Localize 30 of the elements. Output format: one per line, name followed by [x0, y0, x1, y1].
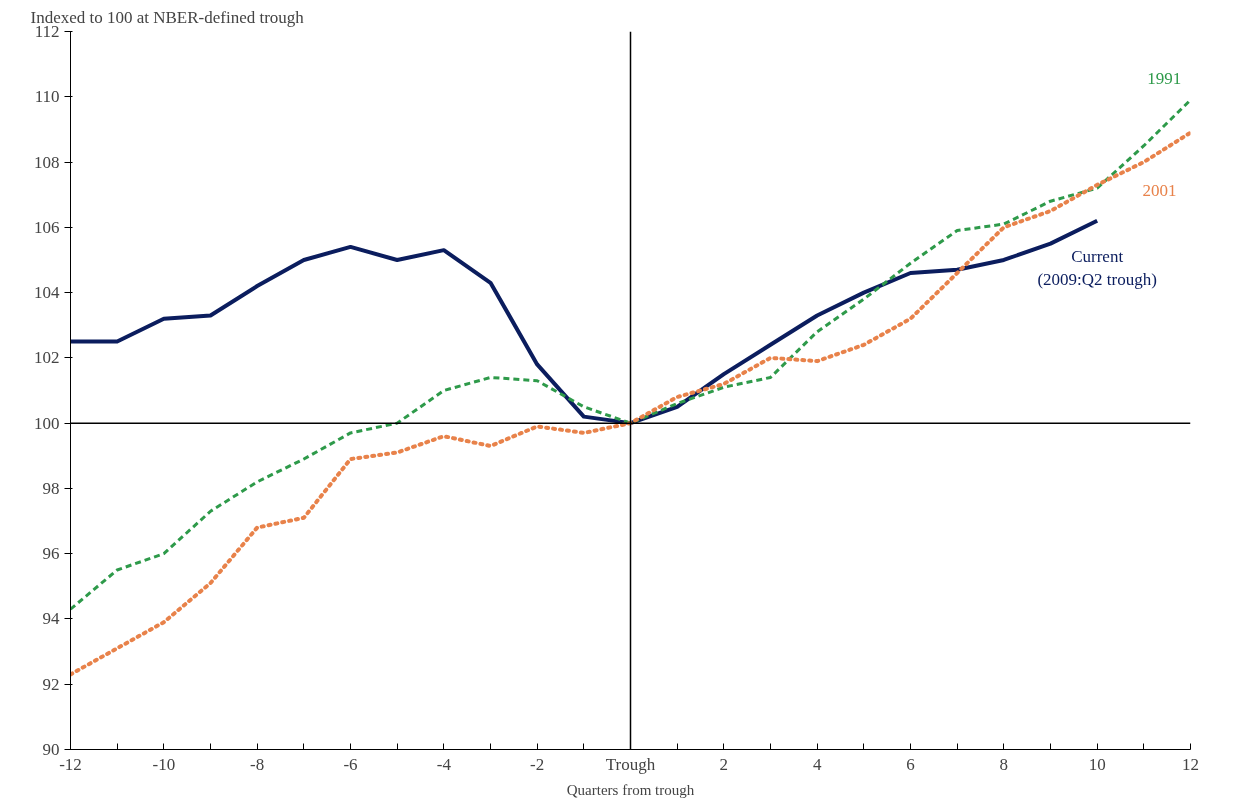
y-tick-label: 110 — [34, 87, 60, 107]
y-tick-label: 92 — [42, 674, 60, 694]
x-tick-label: 2 — [719, 754, 729, 774]
series-label: 2001 — [1142, 180, 1177, 200]
line-series — [70, 98, 1191, 611]
y-tick-label: 94 — [42, 609, 60, 629]
y-tick-label: 96 — [42, 544, 60, 564]
x-tick-label: Trough — [605, 754, 656, 774]
x-tick-label: 10 — [1088, 754, 1106, 774]
x-tick-label: -4 — [436, 754, 452, 774]
x-tick-label: -2 — [530, 754, 545, 774]
x-tick-label: 6 — [906, 754, 915, 774]
series-label: 1991 — [1147, 68, 1182, 88]
y-tick-label: 98 — [42, 478, 60, 498]
x-tick-label: -8 — [250, 754, 265, 774]
y-tick-label: 100 — [34, 413, 60, 433]
y-tick-label: 104 — [34, 283, 60, 303]
x-tick-label: -6 — [343, 754, 358, 774]
x-tick-label: 12 — [1182, 754, 1199, 774]
x-tick-label: 8 — [999, 754, 1009, 774]
y-tick-label: 102 — [34, 348, 60, 368]
series-label: Current (2009:Q2 trough) — [1037, 246, 1157, 289]
y-tick-label: 108 — [34, 152, 60, 172]
x-tick-label: -12 — [59, 754, 82, 774]
y-tick-label: 90 — [42, 740, 60, 759]
line-series — [70, 130, 1191, 677]
x-tick-label: -10 — [152, 754, 176, 774]
x-tick-label: 4 — [812, 754, 822, 774]
x-axis-title: Quarters from trough — [566, 781, 695, 798]
y-tick-label: 106 — [34, 217, 60, 237]
